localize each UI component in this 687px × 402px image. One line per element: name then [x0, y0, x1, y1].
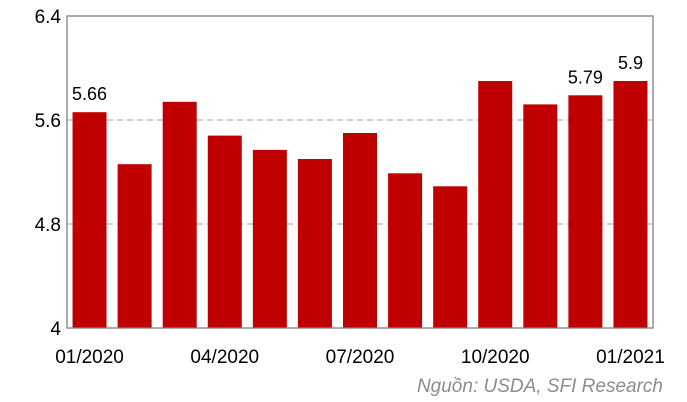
x-tick-label: 01/2020: [55, 347, 124, 368]
bar: [72, 112, 107, 328]
y-tick-label: 4.8: [35, 215, 61, 236]
x-tick-label: 10/2020: [461, 347, 530, 368]
bar: [297, 159, 332, 328]
bar: [207, 135, 242, 328]
x-tick-label: 01/2021: [596, 347, 665, 368]
bar: [343, 133, 377, 328]
x-tick-label: 04/2020: [190, 347, 259, 368]
data-label: 5.79: [568, 67, 603, 87]
bar: [117, 164, 152, 328]
bar: [252, 149, 287, 328]
plot-frame: [66, 15, 654, 329]
bar: [613, 81, 648, 328]
data-label: 5.9: [618, 53, 643, 73]
data-label: 5.66: [72, 84, 107, 104]
bar: [388, 173, 423, 328]
x-tick-label: 07/2020: [326, 347, 395, 368]
bar: [568, 95, 603, 328]
y-tick-label: 4: [50, 319, 61, 340]
source-note: Nguồn: USDA, SFI Research: [416, 376, 663, 397]
bar: [523, 104, 558, 329]
bar: [162, 101, 197, 328]
y-tick-label: 6.4: [35, 7, 62, 28]
bar: [478, 81, 513, 328]
y-tick-label: 5.6: [35, 111, 61, 132]
bar: [433, 186, 468, 328]
